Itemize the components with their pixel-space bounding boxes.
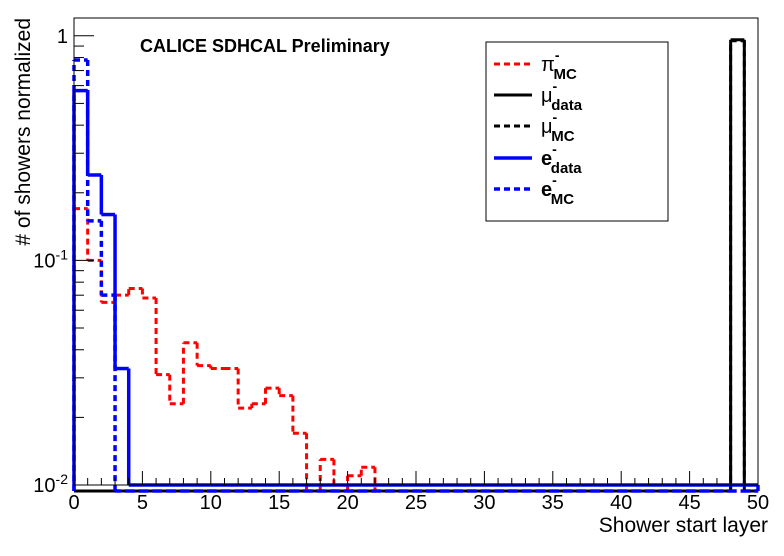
x-axis-label: Shower start layer — [599, 514, 768, 537]
legend-box — [485, 41, 669, 222]
x-tick-label-10: 50 — [747, 492, 769, 514]
legend-label-3: e-data — [541, 141, 582, 177]
y-axis-label: # of showers normalized — [12, 18, 35, 246]
x-tick-label-1: 5 — [137, 492, 148, 514]
y-tick-label-1: 10-1 — [33, 246, 68, 272]
legend-label-0: π-MC — [541, 47, 577, 83]
chart-title: CALICE SDHCAL Preliminary — [140, 36, 390, 56]
legend-label-4: e-MC — [541, 172, 574, 208]
x-tick-label-5: 25 — [405, 492, 427, 514]
x-tick-label-3: 15 — [268, 492, 290, 514]
y-tick-label-2: 1 — [57, 26, 68, 48]
x-tick-label-0: 0 — [68, 492, 79, 514]
series-π-MC — [72, 207, 758, 493]
legend-label-1: μ-data — [541, 78, 583, 114]
y-tick-label-0: 10-2 — [33, 471, 68, 497]
x-tick-label-7: 35 — [542, 492, 564, 514]
x-tick-label-9: 45 — [678, 492, 700, 514]
x-tick-label-4: 20 — [336, 492, 358, 514]
x-tick-label-2: 10 — [200, 492, 222, 514]
x-tick-label-8: 40 — [610, 492, 632, 514]
x-tick-label-6: 30 — [473, 492, 495, 514]
legend-label-2: μ-MC — [541, 109, 575, 145]
